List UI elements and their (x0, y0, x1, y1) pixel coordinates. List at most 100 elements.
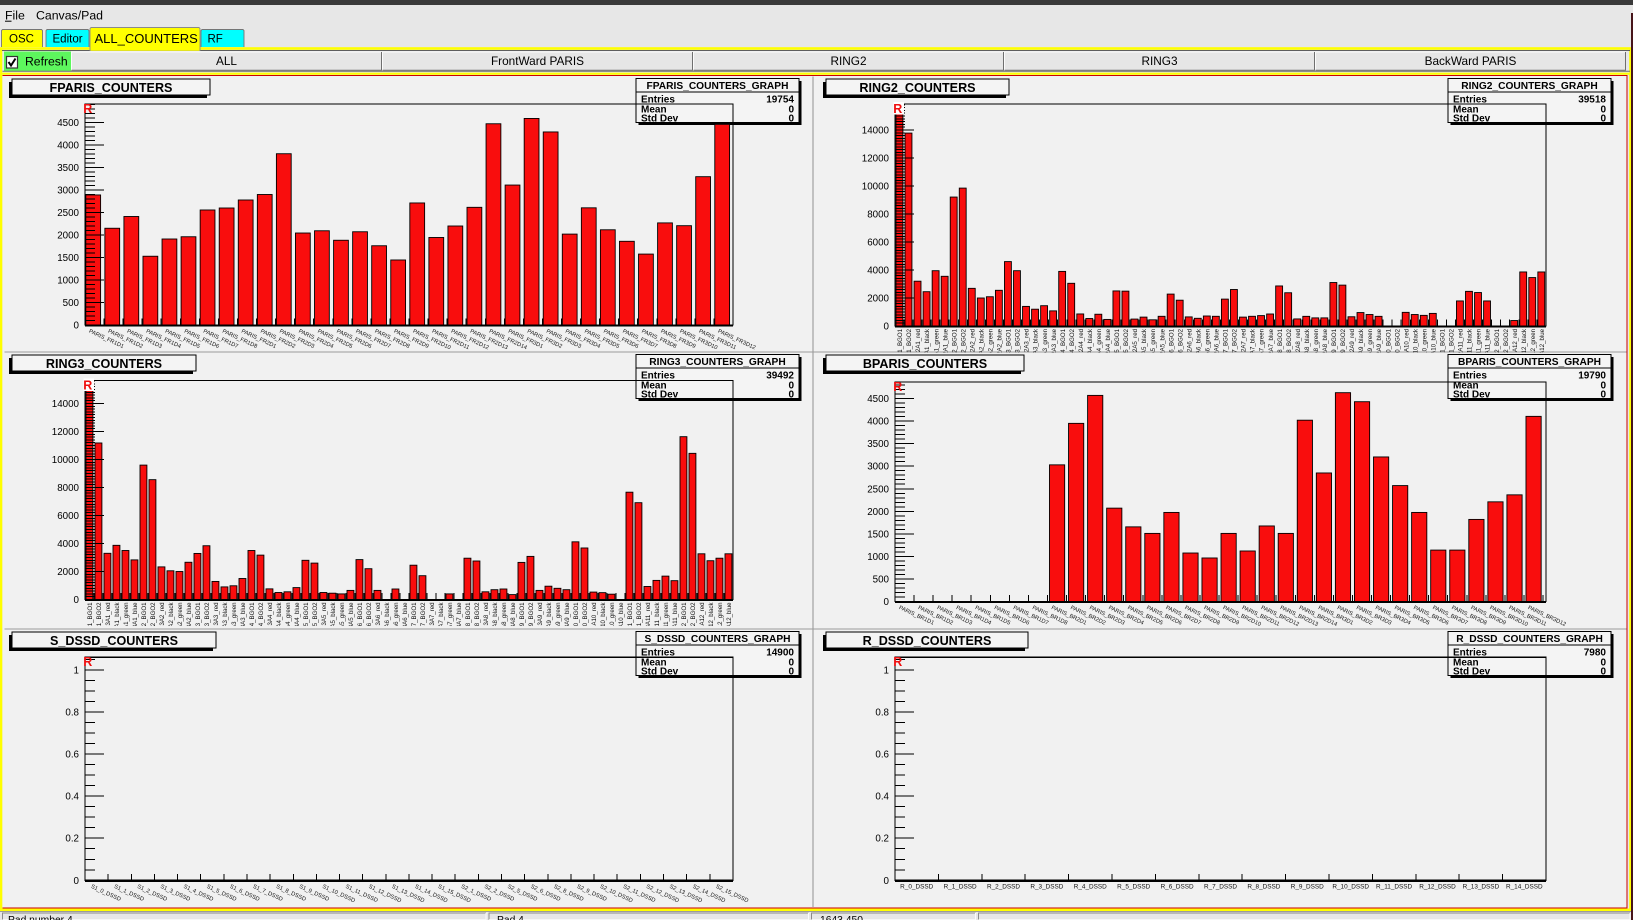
svg-text:Entries: Entries (641, 370, 675, 381)
svg-text:R2A12_BGO1: R2A12_BGO1 (1494, 328, 1501, 368)
svg-text:R2A3_black: R2A3_black (1033, 328, 1040, 362)
svg-text:10000: 10000 (862, 182, 890, 193)
svg-text:R3A12_red: R3A12_red (699, 603, 706, 634)
svg-text:R2A4_green: R2A4_green (1096, 329, 1103, 363)
svg-text:0.2: 0.2 (65, 834, 79, 845)
svg-text:6000: 6000 (867, 238, 889, 249)
svg-text:R2A5_red: R2A5_red (1132, 329, 1139, 356)
svg-text:RING2_COUNTERS_GRAPH: RING2_COUNTERS_GRAPH (1461, 81, 1597, 92)
svg-text:0.6: 0.6 (65, 750, 79, 761)
svg-text:R3A6_BGO2: R3A6_BGO2 (366, 602, 373, 638)
svg-text:R2A11_BGO1: R2A11_BGO1 (1440, 328, 1447, 367)
svg-text:R3A4_BGO1: R3A4_BGO1 (249, 602, 256, 638)
svg-text:RING3_COUNTERS_GRAPH: RING3_COUNTERS_GRAPH (649, 357, 785, 368)
svg-text:0.4: 0.4 (875, 792, 889, 803)
svg-text:2000: 2000 (867, 507, 889, 518)
svg-text:R3A6_BGO1: R3A6_BGO1 (357, 602, 364, 638)
svg-text:R3A11_black: R3A11_black (654, 602, 661, 639)
svg-text:R3A12_black: R3A12_black (708, 602, 715, 639)
svg-text:RF: RF (208, 34, 223, 46)
svg-text:6000: 6000 (57, 511, 79, 522)
svg-text:R3A1_blue: R3A1_blue (132, 602, 139, 633)
svg-text:1: 1 (884, 665, 889, 676)
svg-text:0: 0 (788, 380, 794, 391)
svg-text:R2A10_BGO2: R2A10_BGO2 (1394, 328, 1401, 368)
svg-text:Entries: Entries (1453, 94, 1487, 105)
svg-text:R3A7_BGO2: R3A7_BGO2 (420, 602, 427, 638)
svg-text:2000: 2000 (57, 567, 79, 578)
svg-text:R3A7_BGO1: R3A7_BGO1 (411, 602, 418, 638)
svg-text:4000: 4000 (867, 266, 889, 277)
svg-text:R2A11_red: R2A11_red (1458, 329, 1465, 359)
svg-text:0: 0 (74, 876, 80, 887)
svg-text:R2A12_black: R2A12_black (1521, 328, 1528, 365)
svg-text:0: 0 (1600, 380, 1606, 391)
svg-text:Entries: Entries (641, 647, 675, 658)
svg-text:0: 0 (884, 597, 890, 608)
svg-text:R3A4_green: R3A4_green (285, 603, 292, 637)
svg-text:R2A11_blue: R2A11_blue (1485, 328, 1492, 362)
svg-text:R3A1_BGO2: R3A1_BGO2 (96, 602, 103, 638)
svg-text:8000: 8000 (57, 483, 79, 494)
svg-text:Std Dev: Std Dev (1453, 390, 1491, 401)
svg-text:0: 0 (788, 104, 794, 115)
svg-text:14900: 14900 (766, 647, 794, 658)
svg-text:R2A2_black: R2A2_black (978, 328, 985, 362)
svg-text:R2A1_red: R2A1_red (915, 329, 922, 356)
svg-text:File: File (5, 9, 25, 23)
svg-text:Entries: Entries (1453, 647, 1487, 658)
svg-text:R2A12_blue: R2A12_blue (1539, 328, 1546, 362)
svg-text:0: 0 (884, 322, 890, 333)
svg-text:R2A5_BGO2: R2A5_BGO2 (1123, 328, 1130, 364)
svg-text:R2A4_BGO2: R2A4_BGO2 (1069, 328, 1076, 364)
svg-text:R3A11_green: R3A11_green (663, 603, 670, 640)
svg-text:FPARIS_COUNTERS_GRAPH: FPARIS_COUNTERS_GRAPH (647, 81, 789, 92)
svg-text:R3A5_red: R3A5_red (321, 603, 328, 630)
svg-text:R3A4_red: R3A4_red (267, 603, 274, 630)
svg-text:R3A2_red: R3A2_red (159, 603, 166, 630)
svg-text:R: R (893, 380, 902, 394)
svg-text:R3A1_red: R3A1_red (105, 603, 112, 630)
svg-text:R2A3_BGO2: R2A3_BGO2 (1015, 328, 1022, 364)
svg-text:R2A11_black: R2A11_black (1467, 328, 1474, 365)
svg-text:R3A10_blue: R3A10_blue (618, 602, 625, 636)
svg-text:R2A7_black: R2A7_black (1250, 328, 1257, 362)
svg-text:R2A6_BGO2: R2A6_BGO2 (1177, 328, 1184, 364)
svg-text:R3A6_red: R3A6_red (375, 603, 382, 630)
svg-text:R3A4_black: R3A4_black (276, 602, 283, 636)
svg-text:RING3_COUNTERS: RING3_COUNTERS (46, 357, 162, 371)
svg-text:Mean: Mean (1453, 657, 1479, 668)
svg-text:Editor: Editor (53, 34, 83, 46)
svg-text:39492: 39492 (766, 370, 794, 381)
svg-text:RING3: RING3 (1141, 54, 1177, 68)
svg-text:R: R (83, 655, 92, 669)
svg-text:1500: 1500 (57, 253, 79, 264)
svg-text:FPARIS_COUNTERS: FPARIS_COUNTERS (50, 81, 173, 95)
svg-text:Std Dev: Std Dev (641, 667, 679, 678)
svg-text:R2A8_red: R2A8_red (1295, 329, 1302, 356)
svg-text:R_14_DSSD: R_14_DSSD (1506, 884, 1543, 891)
svg-text:R_7_DSSD: R_7_DSSD (1204, 884, 1237, 891)
svg-text:R3A5_BGO2: R3A5_BGO2 (312, 602, 319, 638)
svg-text:R2A2_BGO1: R2A2_BGO1 (951, 328, 958, 364)
svg-text:S_DSSD_COUNTERS_GRAPH: S_DSSD_COUNTERS_GRAPH (644, 634, 790, 645)
svg-text:0.8: 0.8 (875, 707, 889, 718)
svg-text:10000: 10000 (52, 455, 80, 466)
svg-text:R3A1_BGO1: R3A1_BGO1 (87, 602, 94, 638)
svg-text:R3A4_blue: R3A4_blue (294, 602, 301, 633)
svg-text:R3A3_BGO1: R3A3_BGO1 (195, 602, 202, 638)
svg-text:8000: 8000 (867, 210, 889, 221)
svg-text:R3A9_BGO2: R3A9_BGO2 (528, 602, 535, 638)
svg-text:2000: 2000 (867, 294, 889, 305)
svg-text:R3A11_BGO2: R3A11_BGO2 (636, 602, 643, 641)
svg-text:Mean: Mean (641, 657, 667, 668)
svg-text:Pad 4: Pad 4 (497, 915, 524, 920)
svg-text:R3A8_BGO2: R3A8_BGO2 (474, 602, 481, 638)
svg-text:R3A6_black: R3A6_black (384, 602, 391, 636)
svg-text:0: 0 (788, 114, 794, 125)
svg-text:R: R (893, 655, 902, 669)
svg-text:R3A7_red: R3A7_red (429, 603, 436, 630)
svg-text:R3A10_BGO1: R3A10_BGO1 (573, 602, 580, 642)
svg-text:OSC: OSC (9, 34, 34, 46)
svg-text:1500: 1500 (867, 529, 889, 540)
